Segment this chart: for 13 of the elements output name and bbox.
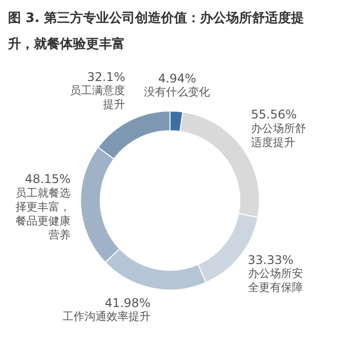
data-label: 32.1% [87, 70, 126, 84]
chart-title: 图 3. 第三方专业公司创造价值：办公场所舒适度提升，就餐体验更丰富 [8, 10, 306, 54]
data-label: 55.56% [251, 108, 297, 122]
slice-label: 办公场所安全更有保障 [248, 266, 303, 294]
slice-label: 办公场所舒适度提升 [251, 122, 306, 149]
slice-label: 没有什么变化 [144, 86, 210, 99]
data-label: 41.98% [104, 296, 150, 310]
slice-label: 员工满意度提升 [70, 84, 126, 112]
data-label: 33.33% [248, 252, 294, 267]
slice-label: 员工就餐选择更丰富，餐品更健康营养 [16, 186, 71, 242]
data-label: 48.15% [24, 172, 71, 186]
data-label: 4.94% [158, 71, 196, 86]
slice-label: 工作沟通效率提升 [62, 310, 150, 324]
